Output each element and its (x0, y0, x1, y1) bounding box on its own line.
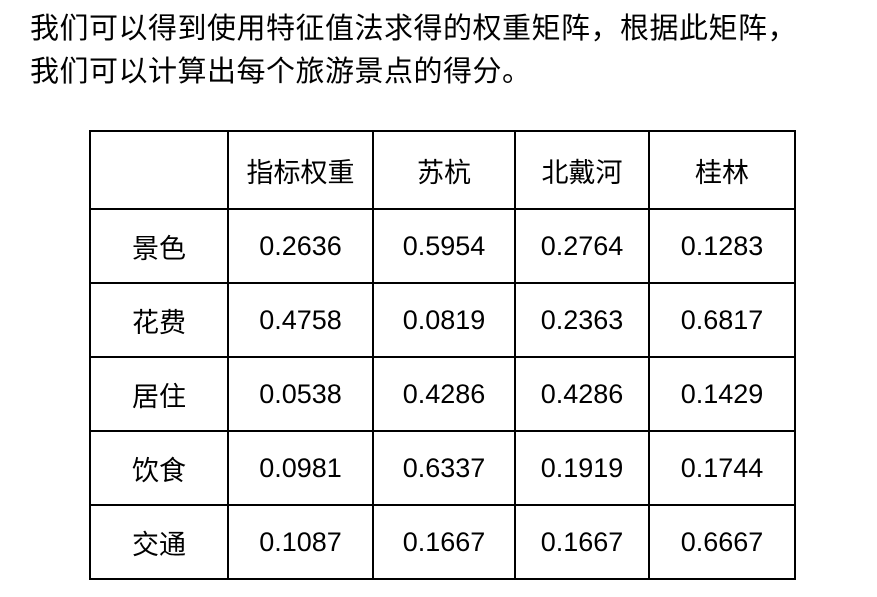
cell-residence-suhang: 0.4286 (372, 356, 516, 432)
intro-line-2: 我们可以计算出每个旅游景点的得分。 (30, 55, 532, 88)
cell-transport-guilin: 0.6667 (648, 504, 796, 580)
intro-text: 我们可以得到使用特征值法求得的权重矩阵，根据此矩阵， 我们可以计算出每个旅游景点… (30, 8, 797, 94)
col-header-suhang: 苏杭 (372, 130, 516, 210)
cell-residence-guilin: 0.1429 (648, 356, 796, 432)
col-header-guilin: 桂林 (648, 130, 796, 210)
row-label-food: 饮食 (89, 430, 229, 506)
row-label-scenery: 景色 (89, 208, 229, 284)
table-row-scenery: 景色 0.2636 0.5954 0.2764 0.1283 (89, 208, 796, 284)
intro-line-1: 我们可以得到使用特征值法求得的权重矩阵，根据此矩阵， (30, 13, 798, 45)
row-label-cost: 花费 (89, 282, 229, 358)
cell-cost-suhang: 0.0819 (372, 282, 516, 358)
row-label-transport: 交通 (89, 504, 229, 580)
table-row-transport: 交通 0.1087 0.1667 0.1667 0.6667 (89, 504, 796, 580)
cell-cost-guilin: 0.6817 (648, 282, 796, 358)
cell-scenery-beidaihe: 0.2764 (514, 208, 650, 284)
corner-cell (89, 130, 229, 210)
cell-food-beidaihe: 0.1919 (514, 430, 650, 506)
cell-residence-weight: 0.0538 (227, 356, 374, 432)
cell-food-suhang: 0.6337 (372, 430, 516, 506)
cell-residence-beidaihe: 0.4286 (514, 356, 650, 432)
cell-scenery-suhang: 0.5954 (372, 208, 516, 284)
table-row-residence: 居住 0.0538 0.4286 0.4286 0.1429 (89, 356, 796, 432)
cell-food-weight: 0.0981 (227, 430, 374, 506)
table-row-cost: 花费 0.4758 0.0819 0.2363 0.6817 (89, 282, 796, 358)
cell-transport-weight: 0.1087 (227, 504, 374, 580)
cell-cost-weight: 0.4758 (227, 282, 374, 358)
col-header-beidaihe: 北戴河 (514, 130, 650, 210)
cell-transport-suhang: 0.1667 (372, 504, 516, 580)
weights-table: 指标权重 苏杭 北戴河 桂林 景色 0.2636 0.5954 0.2764 0… (89, 130, 796, 580)
row-label-residence: 居住 (89, 356, 229, 432)
table-header-row: 指标权重 苏杭 北戴河 桂林 (89, 130, 796, 210)
cell-cost-beidaihe: 0.2363 (514, 282, 650, 358)
cell-scenery-guilin: 0.1283 (648, 208, 796, 284)
cell-scenery-weight: 0.2636 (227, 208, 374, 284)
table-row-food: 饮食 0.0981 0.6337 0.1919 0.1744 (89, 430, 796, 506)
col-header-weight: 指标权重 (227, 130, 374, 210)
cell-food-guilin: 0.1744 (648, 430, 796, 506)
cell-transport-beidaihe: 0.1667 (514, 504, 650, 580)
